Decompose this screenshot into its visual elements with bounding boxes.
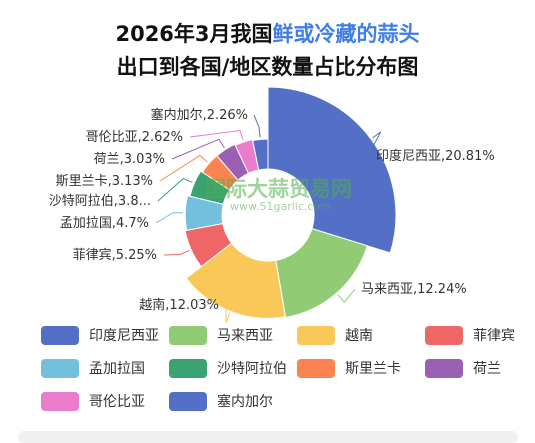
watermark: 国际大蒜贸易网 www.51garlic.com <box>205 177 352 213</box>
leader-line-3 <box>225 304 231 323</box>
legend-label: 菲律宾 <box>473 328 515 344</box>
legend-label: 哥伦比亚 <box>89 394 145 410</box>
legend-item[interactable]: 斯里兰卡 <box>297 358 401 378</box>
watermark-text: 国际大蒜贸易网 <box>205 177 352 201</box>
title-line-1: 2026年3月我国鲜或冷藏的蒜头 <box>0 18 535 51</box>
legend-item[interactable]: 沙特阿拉伯 <box>169 358 287 378</box>
leader-line-9 <box>189 129 244 141</box>
legend-label: 斯里兰卡 <box>345 361 401 377</box>
bottom-bar <box>18 431 518 443</box>
slice-label-4: 菲律宾,5.25% <box>73 247 157 263</box>
pie-slices <box>184 86 397 319</box>
slice-label-3: 越南,12.03% <box>139 297 219 313</box>
legend-swatch <box>169 325 207 345</box>
pie-slice-1[interactable] <box>267 86 397 254</box>
slice-label-2: 马来西亚,12.24% <box>361 282 467 297</box>
legend-label: 塞内加尔 <box>217 394 273 410</box>
legend-label: 荷兰 <box>473 361 501 377</box>
legend-label: 马来西亚 <box>217 328 273 344</box>
leader-line-1 <box>367 131 382 157</box>
legend-swatch <box>169 391 207 411</box>
slice-label-9: 哥伦比亚,2.62% <box>86 130 183 145</box>
slice-label-1: 印度尼西亚,20.81% <box>376 148 495 164</box>
title-line-2: 出口到各国/地区数量占比分布图 <box>116 55 419 79</box>
slice-label-5: 孟加拉国,4.7% <box>60 216 149 231</box>
legend-item[interactable]: 孟加拉国 <box>41 358 145 378</box>
title-highlight: 鲜或冷藏的蒜头 <box>272 22 420 46</box>
title-prefix: 2026年3月我国 <box>115 22 273 46</box>
legend-swatch <box>297 325 335 345</box>
legend-label: 印度尼西亚 <box>89 328 159 344</box>
slice-label-7: 斯里兰卡,3.13% <box>56 174 153 189</box>
legend-item[interactable]: 塞内加尔 <box>169 391 273 411</box>
legend-item[interactable]: 马来西亚 <box>169 325 273 345</box>
legend-label: 越南 <box>345 328 373 344</box>
legend-label: 沙特阿拉伯 <box>217 361 287 377</box>
legend-swatch <box>425 358 463 378</box>
leader-line-6 <box>157 177 193 202</box>
slice-labels: 印度尼西亚,20.81% 马来西亚,12.24% 越南,12.03% 菲律宾,5.25… <box>49 107 495 323</box>
pie-slice-4[interactable] <box>184 222 233 268</box>
legend-item[interactable]: 印度尼西亚 <box>41 325 159 345</box>
leader-line-5 <box>155 212 184 224</box>
legend-swatch <box>169 358 207 378</box>
watermark-url: www.51garlic.com <box>230 200 331 213</box>
legend-swatch <box>41 391 79 411</box>
legend-swatch <box>41 325 79 345</box>
chart-title: 2026年3月我国鲜或冷藏的蒜头 出口到各国/地区数量占比分布图 <box>0 18 535 84</box>
legend-swatch <box>425 325 463 345</box>
slice-label-10: 塞内加尔,2.26% <box>151 107 248 123</box>
legend-item[interactable]: 荷兰 <box>425 358 501 378</box>
pie-slice-10[interactable] <box>252 138 269 171</box>
leader-line-10 <box>253 114 261 138</box>
slice-label-8: 荷兰,3.03% <box>94 152 165 167</box>
leader-line-7 <box>159 154 208 182</box>
legend-item[interactable]: 菲律宾 <box>425 325 515 345</box>
leader-line-4 <box>163 249 190 256</box>
leader-line-8 <box>171 138 225 160</box>
legend-item[interactable]: 越南 <box>297 325 373 345</box>
legend-label: 孟加拉国 <box>89 361 145 377</box>
pie-slice-3[interactable] <box>185 242 287 319</box>
pie-slice-2[interactable] <box>275 227 368 319</box>
slice-label-6: 沙特阿拉伯,3.8... <box>49 194 151 209</box>
legend-swatch <box>297 358 335 378</box>
legend-swatch <box>41 358 79 378</box>
leader-line-2 <box>337 288 356 303</box>
legend-item[interactable]: 哥伦比亚 <box>41 391 145 411</box>
